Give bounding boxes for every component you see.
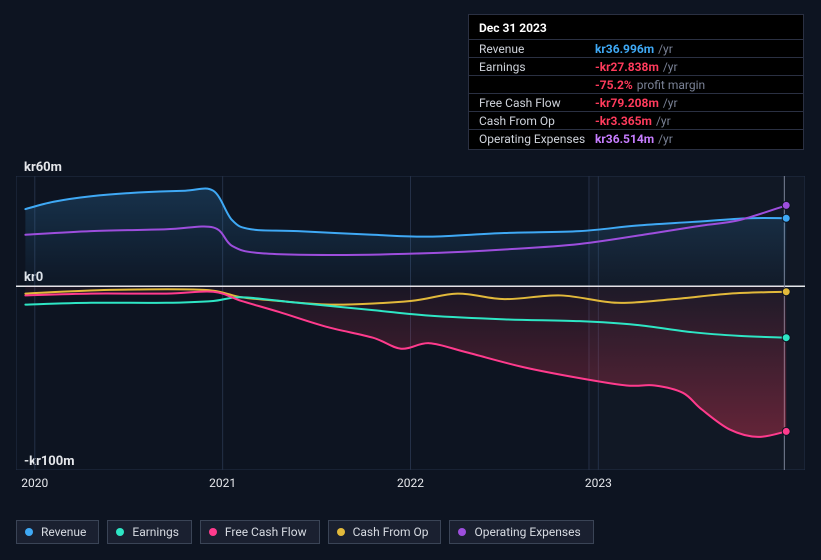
x-axis-label: 2021 <box>209 476 236 490</box>
tooltip-row: Revenuekr36.996m/yr <box>469 39 803 57</box>
tooltip-row-label: Earnings <box>479 60 595 74</box>
tooltip-row-unit: /yr <box>658 132 673 146</box>
tooltip-row-value: -kr79.208m <box>595 96 659 110</box>
tooltip-row: Free Cash Flow-kr79.208m/yr <box>469 93 803 111</box>
tooltip-row-value: kr36.514m <box>595 132 654 146</box>
legend-label: Free Cash Flow <box>225 525 307 539</box>
legend-item[interactable]: Free Cash Flow <box>200 520 320 544</box>
y-axis-label: kr60m <box>24 160 62 175</box>
tooltip-row-value: -75.2% <box>595 78 633 92</box>
legend-item[interactable]: Cash From Op <box>328 520 442 544</box>
legend-label: Earnings <box>132 525 179 539</box>
x-axis-label: 2020 <box>21 476 48 490</box>
tooltip-row-unit: /yr <box>663 96 678 110</box>
tooltip-row-value: -kr3.365m <box>595 114 652 128</box>
tooltip-row: -75.2% profit margin <box>469 75 803 93</box>
tooltip-row-unit: /yr <box>663 60 678 74</box>
legend-label: Cash From Op <box>353 525 429 539</box>
x-axis-label: 2022 <box>397 476 424 490</box>
x-axis-label: 2023 <box>585 476 612 490</box>
tooltip-row-unit: /yr <box>656 114 671 128</box>
tooltip-row-value: kr36.996m <box>595 42 654 56</box>
tooltip-row: Earnings-kr27.838m/yr <box>469 57 803 75</box>
legend-label: Operating Expenses <box>474 525 580 539</box>
tooltip-row-unit: /yr <box>658 42 673 56</box>
legend-dot-icon <box>116 528 124 536</box>
tooltip-row-label: Revenue <box>479 42 595 56</box>
tooltip-date: Dec 31 2023 <box>469 19 803 39</box>
time-series-chart[interactable] <box>16 176 805 470</box>
tooltip-row: Cash From Op-kr3.365m/yr <box>469 111 803 129</box>
legend-item[interactable]: Operating Expenses <box>449 520 593 544</box>
legend: Revenue Earnings Free Cash Flow Cash From O… <box>16 520 594 544</box>
tooltip-row-label: Operating Expenses <box>479 132 595 146</box>
tooltip-row-label: Free Cash Flow <box>479 96 595 110</box>
tooltip-panel: Dec 31 2023 Revenuekr36.996m/yrEarnings-… <box>468 14 804 150</box>
legend-label: Revenue <box>41 525 86 539</box>
legend-dot-icon <box>458 528 466 536</box>
legend-item[interactable]: Earnings <box>107 520 192 544</box>
tooltip-row-label: Cash From Op <box>479 114 595 128</box>
legend-dot-icon <box>25 528 33 536</box>
legend-dot-icon <box>337 528 345 536</box>
x-axis: 2020 2021 2022 2023 <box>16 476 805 496</box>
legend-item[interactable]: Revenue <box>16 520 99 544</box>
legend-dot-icon <box>209 528 217 536</box>
tooltip-row-value: -kr27.838m <box>595 60 659 74</box>
tooltip-row-unit: profit margin <box>637 78 705 92</box>
tooltip-row: Operating Expenseskr36.514m/yr <box>469 129 803 147</box>
